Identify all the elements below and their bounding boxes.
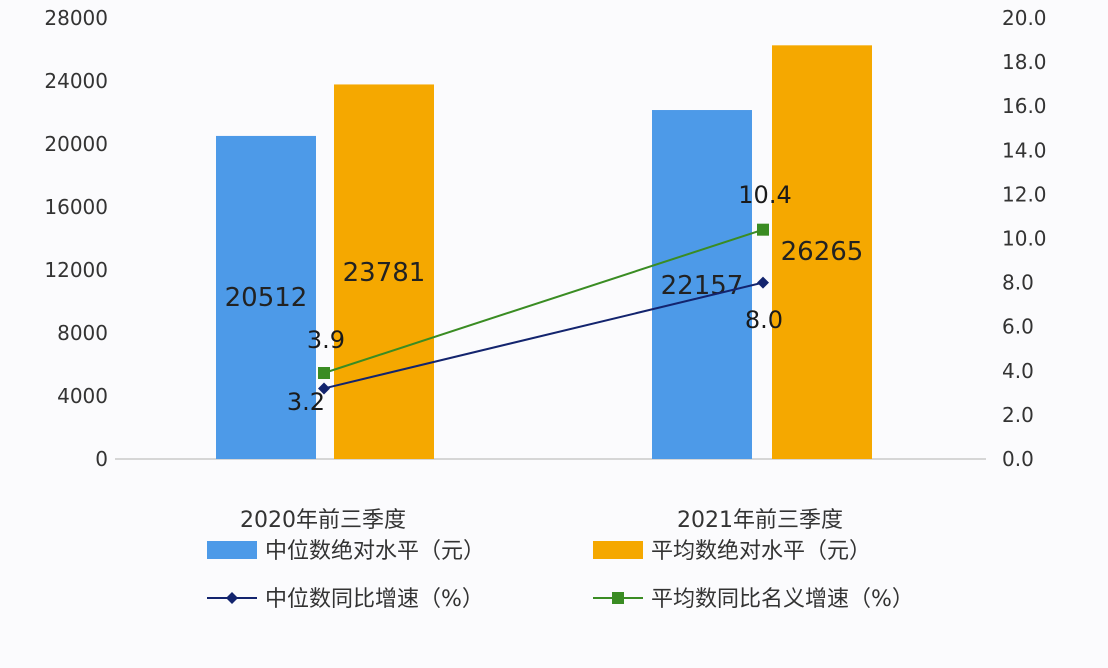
right-axis-tick-label: 8.0: [1002, 271, 1034, 295]
bar-value-label: 22157: [661, 271, 744, 301]
legend-label: 平均数同比名义增速（%）: [651, 587, 914, 612]
legend-swatch: [207, 541, 257, 559]
right-axis-tick-label: 2.0: [1002, 403, 1034, 427]
right-axis-tick-label: 4.0: [1002, 359, 1034, 383]
left-axis-ticks: 0 4000 8000 12000 16000 20000 24000 28000: [44, 6, 108, 471]
legend-marker: [612, 592, 624, 604]
left-axis-tick-label: 8000: [57, 321, 108, 345]
bar: [334, 84, 434, 459]
legend-item: 平均数绝对水平（元）: [593, 539, 871, 564]
legend-item: 中位数同比增速（%）: [207, 587, 484, 612]
left-axis-tick-label: 16000: [44, 195, 108, 219]
right-axis-tick-label: 10.0: [1002, 227, 1047, 251]
bars: [216, 45, 872, 460]
line-value-label: 8.0: [745, 306, 783, 334]
legend-label: 平均数绝对水平（元）: [651, 539, 871, 564]
bar-labels: 20512 22157 23781 26265: [225, 237, 864, 313]
line-value-label: 3.9: [307, 326, 345, 354]
left-axis-tick-label: 12000: [44, 258, 108, 282]
series-marker: [757, 276, 769, 289]
right-axis-tick-label: 14.0: [1002, 138, 1047, 162]
left-axis-tick-label: 20000: [44, 132, 108, 156]
legend-swatch: [593, 541, 643, 559]
legend-item: 平均数同比名义增速（%）: [593, 587, 914, 612]
right-axis-tick-label: 18.0: [1002, 50, 1047, 74]
bar-value-label: 20512: [225, 283, 308, 313]
legend-label: 中位数绝对水平（元）: [265, 539, 485, 564]
right-axis-ticks: 0.0 2.0 4.0 6.0 8.0 10.0 12.0 14.0 16.0 18.0 20.0: [1002, 6, 1047, 471]
series-marker: [318, 367, 330, 380]
right-axis-tick-label: 16.0: [1002, 94, 1047, 118]
bar: [652, 110, 752, 459]
series-marker: [757, 223, 769, 236]
right-axis-tick-label: 0.0: [1002, 447, 1034, 471]
bar: [216, 135, 316, 459]
left-axis-tick-label: 0: [95, 447, 108, 471]
left-axis-tick-label: 4000: [57, 384, 108, 408]
series-line: [323, 228, 764, 374]
bar: [772, 45, 872, 460]
category-label: 2020年前三季度: [240, 508, 406, 533]
left-axis-tick-label: 28000: [44, 6, 108, 30]
legend-marker: [226, 592, 238, 604]
category-label: 2021年前三季度: [677, 508, 843, 533]
series-marker: [318, 382, 330, 395]
line-labels: 3.2 8.0 3.9 10.4: [287, 181, 792, 416]
series-line: [323, 281, 764, 390]
line-value-label: 3.2: [287, 388, 325, 416]
legend-item: 中位数绝对水平（元）: [207, 539, 485, 564]
legend-label: 中位数同比增速（%）: [265, 587, 484, 612]
right-axis-tick-label: 12.0: [1002, 182, 1047, 206]
bar-value-label: 23781: [343, 258, 426, 288]
category-labels: 2020年前三季度 2021年前三季度: [240, 508, 843, 533]
bar-value-label: 26265: [781, 237, 864, 267]
legend: 中位数绝对水平（元） 平均数绝对水平（元） 中位数同比增速（%） 平均数同比名义增速（…: [207, 539, 914, 612]
left-axis-tick-label: 24000: [44, 69, 108, 93]
lines: [318, 223, 769, 395]
right-axis-tick-label: 6.0: [1002, 315, 1034, 339]
line-value-label: 10.4: [738, 181, 791, 209]
right-axis-tick-label: 20.0: [1002, 6, 1047, 30]
